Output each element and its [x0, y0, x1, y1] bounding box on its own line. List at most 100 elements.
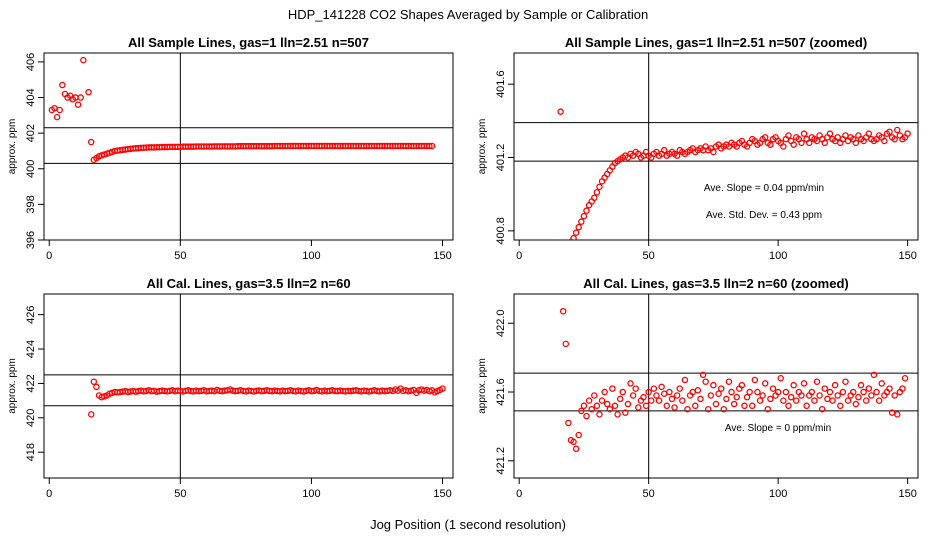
data-point — [570, 438, 577, 446]
x-tick-label: 150 — [433, 250, 451, 262]
y-axis-label: approx. ppm — [7, 119, 18, 175]
data-point — [426, 142, 433, 150]
data-point — [681, 376, 689, 384]
data-point — [873, 388, 880, 396]
data-point — [87, 411, 95, 418]
data-point — [894, 126, 901, 134]
data-point — [562, 340, 570, 348]
panel-title: All Sample Lines, gas=1 lln=2.51 n=507 (… — [565, 35, 867, 50]
y-tick-label: 401.2 — [495, 144, 507, 172]
data-point — [578, 218, 585, 225]
data-point — [901, 375, 909, 382]
plot-frame — [43, 52, 454, 241]
data-point — [588, 405, 595, 413]
data-point — [660, 146, 668, 154]
data-point — [707, 392, 715, 399]
data-point — [720, 405, 728, 413]
data-point — [891, 392, 898, 399]
y-tick-label: 402 — [25, 124, 37, 142]
data-point — [886, 128, 893, 136]
x-tick-label: 100 — [302, 488, 320, 500]
data-point — [593, 402, 601, 410]
data-point — [627, 380, 634, 387]
data-point — [570, 234, 577, 240]
data-point — [733, 393, 740, 401]
data-point — [728, 388, 735, 396]
data-point — [751, 376, 759, 384]
data-point — [635, 404, 642, 411]
data-point — [609, 385, 616, 392]
data-point — [769, 385, 777, 392]
data-point — [790, 141, 797, 148]
data-points — [87, 378, 446, 418]
data-point — [77, 94, 84, 101]
data-point — [583, 207, 590, 214]
data-point — [878, 380, 885, 387]
data-point — [761, 380, 769, 387]
data-point — [565, 419, 572, 427]
data-point — [774, 388, 782, 396]
data-point — [813, 378, 821, 385]
data-point — [826, 130, 834, 137]
y-tick-label: 406 — [25, 53, 37, 71]
data-point — [74, 101, 82, 108]
data-point — [829, 397, 836, 404]
data-points — [557, 108, 911, 240]
data-point — [798, 392, 805, 399]
y-axis-label: approx. ppm — [477, 358, 488, 414]
data-point — [697, 395, 704, 403]
data-point — [805, 139, 813, 147]
x-tick-label: 50 — [174, 250, 186, 262]
data-point — [591, 392, 598, 399]
data-point — [694, 387, 702, 394]
data-point — [578, 407, 585, 415]
x-tick-label: 0 — [46, 250, 52, 262]
panel-title: All Cal. Lines, gas=3.5 lln=2 n=60 — [146, 276, 350, 291]
data-point — [800, 380, 808, 387]
data-point — [715, 390, 722, 397]
data-point — [826, 388, 834, 396]
y-tick-label: 418 — [25, 443, 37, 461]
data-point — [894, 411, 901, 418]
data-point — [603, 400, 611, 408]
data-point — [650, 385, 658, 392]
data-point — [777, 375, 784, 382]
plot-frame — [513, 52, 919, 241]
data-point — [611, 402, 619, 410]
data-point — [629, 392, 637, 399]
data-point — [743, 393, 751, 401]
data-point — [699, 371, 707, 379]
data-point — [852, 139, 860, 147]
annotation-text: Ave. Std. Dev. = 0.43 ppm — [706, 210, 822, 221]
data-point — [619, 388, 627, 396]
data-point — [640, 393, 647, 401]
data-point — [673, 392, 681, 399]
data-point — [860, 388, 867, 396]
data-point — [704, 405, 712, 413]
data-point — [868, 392, 875, 399]
data-point — [684, 405, 691, 413]
data-point — [712, 400, 720, 408]
x-tick-label: 0 — [516, 250, 522, 262]
data-point — [754, 388, 761, 396]
data-point — [818, 405, 826, 413]
data-point — [596, 183, 603, 191]
data-point — [559, 307, 567, 315]
data-point — [881, 137, 888, 145]
data-point — [583, 412, 590, 420]
x-tick-label: 100 — [769, 250, 787, 262]
data-point — [85, 88, 92, 96]
data-point — [428, 142, 436, 150]
data-point — [645, 388, 652, 396]
data-point — [865, 385, 873, 392]
data-point — [759, 392, 766, 399]
data-point — [746, 388, 753, 396]
figure-x-axis-label: Jog Position (1 second resolution) — [370, 517, 566, 532]
data-point — [671, 404, 678, 411]
x-tick-label: 0 — [46, 488, 52, 500]
chart-panel-4: All Cal. Lines, gas=3.5 lln=2 n=60 (zoom… — [477, 276, 919, 500]
y-tick-label: 426 — [25, 305, 37, 323]
y-tick-label: 398 — [25, 195, 37, 213]
data-point — [56, 106, 63, 114]
